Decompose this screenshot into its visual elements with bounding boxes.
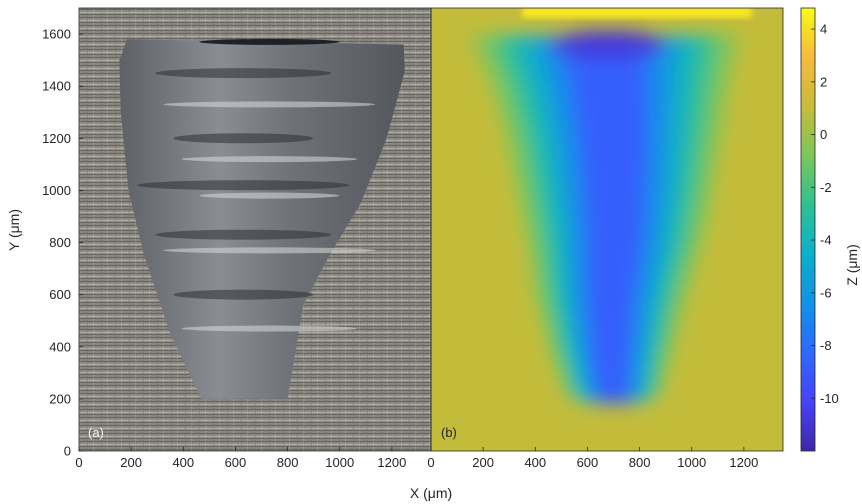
x-tick-label: 200 — [472, 455, 494, 470]
y-tick-label: 400 — [49, 339, 71, 354]
y-axis-label: Y (μm) — [6, 209, 22, 251]
y-tick-label: 1200 — [42, 131, 71, 146]
wear-band — [173, 289, 314, 300]
wear-band — [155, 68, 332, 79]
wear-band — [155, 229, 332, 240]
y-tick-label: 1600 — [42, 27, 71, 42]
y-tick-label: 1400 — [42, 79, 71, 94]
colorbar-tick-label: -10 — [820, 391, 839, 406]
x-tick-label: 600 — [577, 455, 599, 470]
x-axis-label: X (μm) — [410, 485, 452, 501]
y-tick-label: 800 — [49, 235, 71, 250]
y-tick-label: 600 — [49, 287, 71, 302]
x-tick-label: 800 — [277, 455, 299, 470]
x-tick-label: 200 — [120, 455, 142, 470]
y-ticks-panel-a: 0 200 400 600 800 1000 1200 1400 1600 — [42, 27, 83, 459]
y-tick-label: 200 — [49, 391, 71, 406]
wear-band — [181, 156, 358, 163]
axes-b-frame — [430, 7, 784, 452]
x-tick-label: 1200 — [377, 455, 406, 470]
colorbar-tick-label: -4 — [820, 233, 832, 248]
colorbar: 4 2 0 -2 -4 -6 -8 -10 Z (μm) — [800, 7, 860, 452]
x-tick-label: 0 — [75, 455, 82, 470]
wear-band — [163, 247, 376, 254]
x-tick-label: 600 — [225, 455, 247, 470]
x-tick-label: 1000 — [325, 455, 354, 470]
x-tick-label: 400 — [172, 455, 194, 470]
colorbar-tick-label: 4 — [820, 22, 827, 37]
panel-b-heightmap — [431, 8, 783, 451]
wear-band — [163, 101, 376, 108]
panel-label-a: (a) — [88, 425, 104, 440]
wear-band — [199, 38, 340, 45]
depth-contour — [565, 38, 645, 404]
wear-scar — [119, 39, 405, 399]
colorbar-tick-label: 0 — [820, 127, 827, 142]
x-tick-label: 1000 — [677, 455, 706, 470]
wear-band — [173, 133, 314, 144]
colorbar-ticks: 4 2 0 -2 -4 -6 -8 -10 — [811, 22, 839, 406]
x-ticks-panel-a: 0 200 400 600 800 1000 1200 — [75, 447, 406, 470]
wear-band — [181, 325, 358, 332]
x-ticks-panel-b: 0 200 400 600 800 1000 1200 — [427, 447, 758, 470]
colorbar-tick-label: -6 — [820, 285, 832, 300]
x-tick-label: 800 — [629, 455, 651, 470]
wear-band — [199, 192, 340, 199]
depth-layers — [470, 30, 739, 404]
y-tick-label: 1000 — [42, 183, 71, 198]
colorbar-label: Z (μm) — [844, 244, 860, 286]
colorbar-tick-label: -8 — [820, 338, 832, 353]
x-tick-label: 400 — [524, 455, 546, 470]
panel-a-micrograph — [79, 8, 431, 451]
y-tick-label: 0 — [64, 444, 71, 459]
x-tick-label: 0 — [427, 455, 434, 470]
colorbar-scale — [800, 7, 816, 452]
wear-band — [137, 180, 350, 191]
colorbar-tick-label: -2 — [820, 180, 832, 195]
wear-scar-bands — [137, 38, 376, 332]
colorbar-tick-label: 2 — [820, 74, 827, 89]
panel-label-b: (b) — [441, 425, 457, 440]
deepest-region — [548, 30, 669, 59]
x-tick-label: 1200 — [729, 455, 758, 470]
top-rim — [522, 8, 752, 18]
